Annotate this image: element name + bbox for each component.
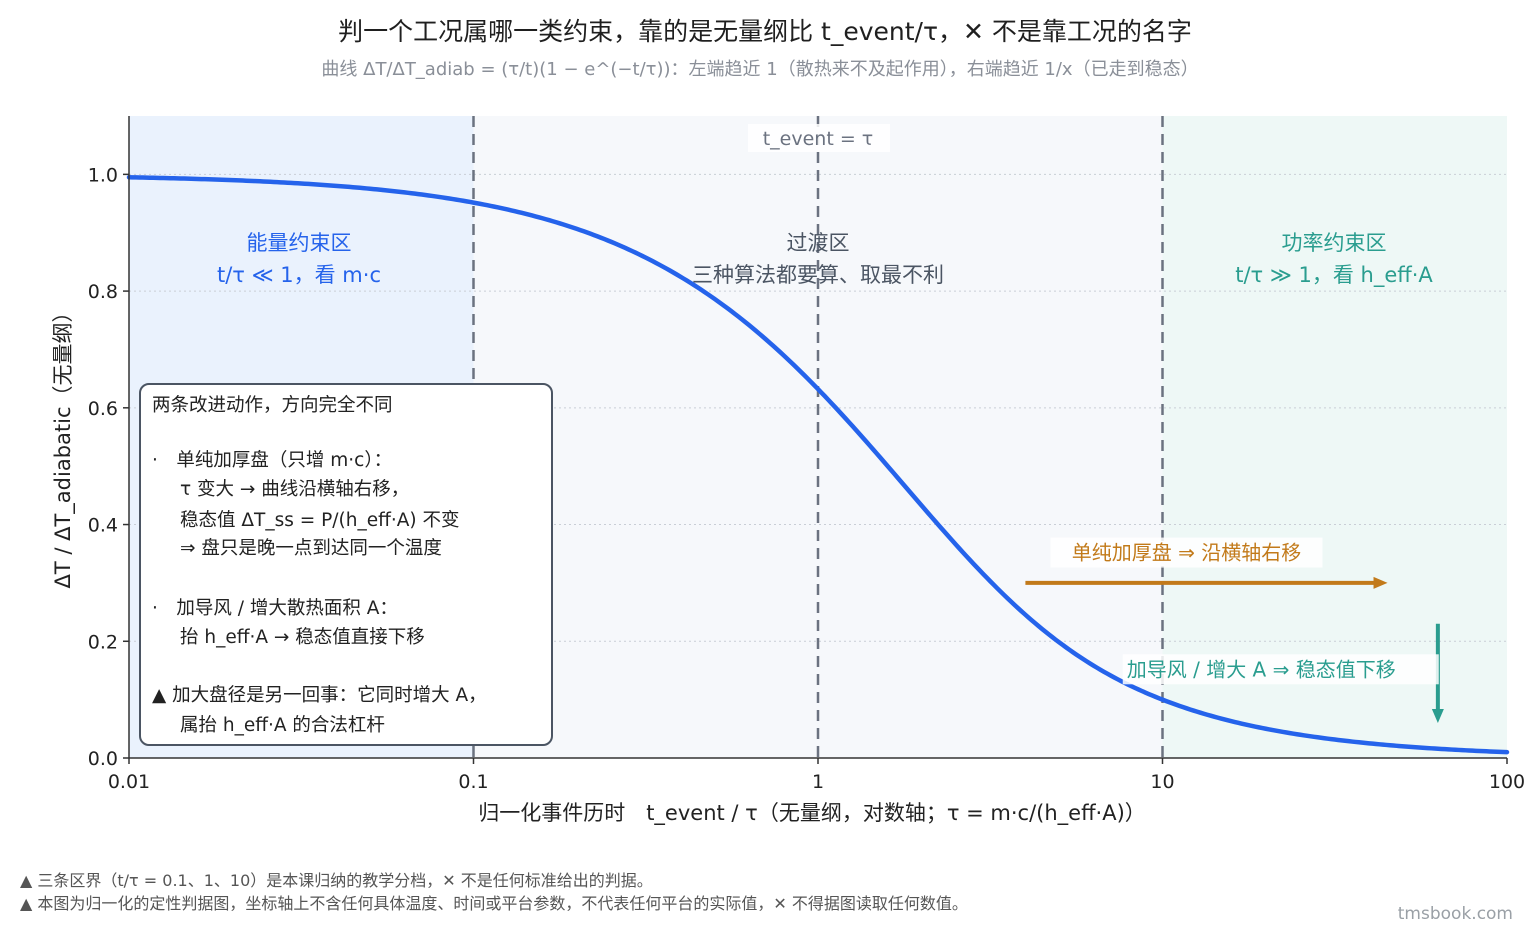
info-box-title: 两条改进动作，方向完全不同 — [152, 395, 393, 416]
arrow-down-head — [1431, 708, 1444, 723]
y-tick-label-5: 1.0 — [88, 164, 118, 186]
info-item3-line2: 属抬 h_eff·A 的合法杠杆 — [180, 715, 385, 736]
info-item2-line1: · 加导风 / 增大散热面积 A： — [152, 598, 398, 619]
annotation-right-label: 单纯加厚盘 ⇒ 沿横轴右移 — [1072, 541, 1301, 565]
annotation-right-bg — [1050, 537, 1323, 568]
x-axis-label: 归一化事件历时 t_event / τ（无量纲，对数轴；τ = m·c/(h_e… — [478, 801, 1146, 826]
region-bg-1 — [473, 116, 1163, 758]
annotation-down-bg — [1122, 654, 1439, 685]
x-tick-label-2: 1 — [812, 771, 824, 793]
boundary-label-bg — [748, 124, 890, 152]
chart-title: 判一个工况属哪一类约束，靠的是无量纲比 t_event/τ，✕ 不是靠工况的名字 — [338, 17, 1192, 46]
info-box: 两条改进动作，方向完全不同 · 单纯加厚盘（只增 m·c）： τ 变大 → 曲线… — [139, 383, 553, 746]
y-tick-label-1: 0.2 — [88, 631, 118, 653]
region-transition-title: 过渡区 — [787, 231, 850, 255]
region-backgrounds — [129, 116, 1507, 758]
info-item1-line4: ⇒ 盘只是晚一点到达同一个温度 — [180, 538, 442, 559]
x-tick-label-1: 0.1 — [458, 771, 488, 793]
region-power-desc: t/τ ≫ 1，看 h_eff·A — [1235, 263, 1433, 288]
x-tick-label-3: 10 — [1150, 771, 1174, 793]
region-energy-title: 能量约束区 — [247, 231, 352, 255]
y-tick-label-3: 0.6 — [88, 398, 118, 420]
y-ticks: 0.0 0.2 0.4 0.6 0.8 1.0 — [88, 164, 129, 770]
series-line — [126, 175, 1510, 755]
footer-note-2: ▲ 本图为归一化的定性判据图，坐标轴上不含任何具体温度、时间或平台参数，不代表任… — [20, 894, 968, 913]
y-tick-label-2: 0.4 — [88, 515, 118, 537]
info-item3-line1: ▲ 加大盘径是另一回事：它同时增大 A， — [152, 685, 487, 706]
x-tick-label-4: 100 — [1489, 771, 1525, 793]
boundary-label: t_event = τ — [763, 128, 874, 150]
footer-note-1: ▲ 三条区界（t/τ = 0.1、1、10）是本课归纳的教学分档，✕ 不是任何标… — [20, 871, 653, 890]
info-item2-line2: 抬 h_eff·A → 稳态值直接下移 — [180, 627, 425, 648]
info-box-frame — [139, 383, 553, 746]
info-item1-line1: · 单纯加厚盘（只增 m·c）： — [152, 450, 392, 471]
arrow-right-head — [1373, 576, 1388, 589]
region-bg-2 — [1162, 116, 1507, 758]
annotation-down-label: 加导风 / 增大 A ⇒ 稳态值下移 — [1127, 657, 1396, 681]
y-axis-label: ΔT / ΔT_adiabatic（无量纲） — [51, 301, 76, 588]
region-energy-desc: t/τ ≪ 1，看 m·c — [217, 263, 381, 287]
brand-watermark: tmsbook.com — [1398, 904, 1513, 924]
region-power-title: 功率约束区 — [1282, 231, 1387, 255]
x-ticks: 0.01 0.1 1 10 100 — [108, 758, 1525, 793]
region-transition-desc: 三种算法都要算、取最不利 — [692, 263, 944, 287]
y-tick-label-0: 0.0 — [88, 748, 118, 770]
chart-subtitle: 曲线 ΔT/ΔT_adiab = (τ/t)(1 − e^(−t/τ))：左端趋… — [321, 59, 1198, 80]
x-tick-label-0: 0.01 — [108, 771, 150, 793]
info-item1-line2: τ 变大 → 曲线沿横轴右移， — [180, 479, 409, 500]
info-item1-line3: 稳态值 ΔT_ss = P/(h_eff·A) 不变 — [180, 510, 459, 531]
y-tick-label-4: 0.8 — [88, 281, 118, 303]
